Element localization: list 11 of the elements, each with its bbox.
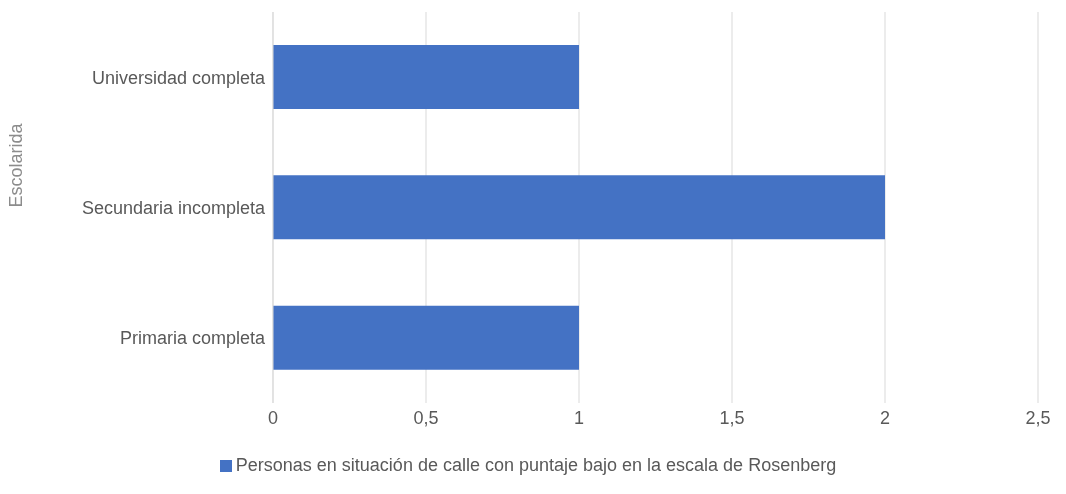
y-tick-label: Primaria completa [119,328,266,349]
x-tick-label: 2 [879,407,891,428]
x-tick-label: 2,5 [1025,407,1051,428]
x-tick-label: 1 [573,407,585,428]
x-tick-label: 0 [267,407,279,428]
x-tick-label: 1,5 [719,407,745,428]
y-tick-label: Secundaria incompleta [81,197,266,218]
legend-label: Personas en situación de calle con puntaje bajo en la escala de Rosenberg [235,455,837,475]
y-tick-label: Universidad completa [91,67,266,88]
y-axis-title: Escolarida [6,122,27,208]
x-tick-label: 0,5 [413,407,439,428]
